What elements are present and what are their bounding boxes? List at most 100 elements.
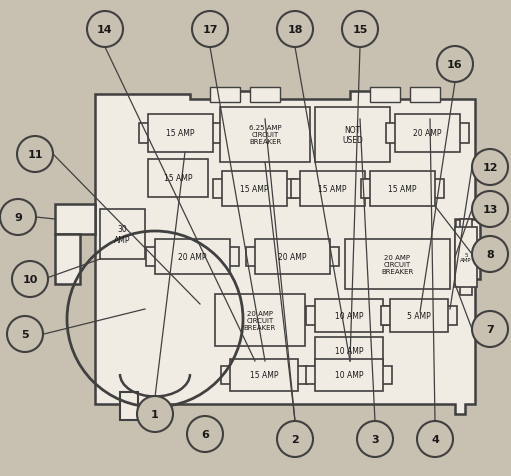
Circle shape [342, 12, 378, 48]
Text: 10: 10 [22, 275, 38, 284]
Bar [363, 179, 374, 198]
Bar [361, 179, 372, 198]
Text: 30
AMP: 30 AMP [114, 225, 131, 244]
Circle shape [277, 421, 313, 457]
Bar [139, 123, 150, 144]
Bar [255, 239, 330, 275]
Bar [148, 115, 213, 153]
Text: 10 AMP: 10 AMP [335, 347, 363, 356]
Text: 20 AMP
CIRCUIT
BREAKER: 20 AMP CIRCUIT BREAKER [244, 310, 276, 330]
Text: 11: 11 [27, 149, 43, 159]
Text: 5: 5 [21, 329, 29, 339]
Circle shape [137, 396, 173, 432]
Circle shape [472, 149, 508, 186]
Bar [455, 219, 480, 279]
Bar [55, 205, 95, 235]
Text: 20 AMP
CIRCUIT
BREAKER: 20 AMP CIRCUIT BREAKER [381, 255, 413, 275]
Circle shape [12, 261, 48, 298]
Bar [215, 294, 305, 346]
Bar [460, 286, 472, 296]
Bar [370, 88, 400, 103]
Bar [460, 219, 472, 229]
Bar [220, 108, 310, 163]
Circle shape [437, 47, 473, 83]
Text: 20 AMP: 20 AMP [178, 252, 207, 261]
Bar [146, 248, 157, 267]
Bar [395, 115, 460, 153]
Text: 18: 18 [287, 25, 303, 35]
Bar [120, 392, 138, 420]
Bar [211, 123, 222, 144]
Bar [222, 172, 287, 207]
Text: 2: 2 [291, 434, 299, 444]
Bar [285, 179, 296, 198]
Text: 4: 4 [431, 434, 439, 444]
Text: 15 AMP: 15 AMP [164, 174, 192, 183]
Bar [306, 367, 317, 384]
Text: 16: 16 [447, 60, 463, 70]
Bar [148, 159, 208, 198]
Text: 6.25 AMP
CIRCUIT
BREAKER: 6.25 AMP CIRCUIT BREAKER [249, 125, 282, 145]
Bar [381, 307, 392, 325]
Bar [328, 248, 339, 267]
Text: 1: 1 [151, 409, 159, 419]
Bar [410, 88, 440, 103]
Text: 20 AMP: 20 AMP [278, 252, 307, 261]
Circle shape [472, 311, 508, 347]
Bar [55, 235, 80, 284]
Circle shape [472, 192, 508, 228]
Bar [250, 88, 280, 103]
Bar [390, 299, 448, 332]
Text: 15 AMP: 15 AMP [318, 185, 347, 194]
Text: 20 AMP: 20 AMP [413, 129, 442, 138]
Text: 6: 6 [201, 429, 209, 439]
Bar [433, 179, 444, 198]
Bar [100, 209, 145, 259]
Text: 9: 9 [14, 213, 22, 223]
Text: 5 AMP: 5 AMP [407, 311, 431, 320]
Text: 15: 15 [352, 25, 368, 35]
Bar [446, 307, 457, 325]
Circle shape [472, 237, 508, 272]
Text: 15 AMP: 15 AMP [250, 371, 278, 380]
Bar [213, 179, 224, 198]
Bar [455, 228, 477, 288]
Text: 10 AMP: 10 AMP [335, 371, 363, 380]
Bar [381, 367, 392, 384]
Text: 5
AMP: 5 AMP [460, 252, 472, 263]
Text: 8: 8 [486, 249, 494, 259]
Circle shape [357, 421, 393, 457]
Text: 13: 13 [482, 205, 498, 215]
Bar [306, 307, 317, 325]
Bar [386, 123, 397, 144]
Bar [315, 337, 383, 365]
Bar [370, 172, 435, 207]
Text: 3: 3 [371, 434, 379, 444]
Circle shape [87, 12, 123, 48]
Bar [228, 248, 239, 267]
Bar [230, 359, 298, 391]
Text: 15 AMP: 15 AMP [240, 185, 269, 194]
Circle shape [277, 12, 313, 48]
Circle shape [17, 137, 53, 173]
Circle shape [7, 317, 43, 352]
Polygon shape [95, 92, 475, 414]
Text: 14: 14 [97, 25, 113, 35]
Text: 17: 17 [202, 25, 218, 35]
Text: 12: 12 [482, 163, 498, 173]
Circle shape [417, 421, 453, 457]
Text: 15 AMP: 15 AMP [166, 129, 195, 138]
Text: NOT
USED: NOT USED [342, 126, 363, 145]
Bar [300, 172, 365, 207]
Circle shape [0, 199, 36, 236]
Bar [315, 299, 383, 332]
Bar [210, 88, 240, 103]
Bar [315, 108, 390, 163]
Circle shape [187, 416, 223, 452]
Circle shape [192, 12, 228, 48]
Bar [246, 248, 257, 267]
Bar [296, 367, 307, 384]
Bar [315, 359, 383, 391]
Bar [155, 239, 230, 275]
Bar [458, 123, 469, 144]
